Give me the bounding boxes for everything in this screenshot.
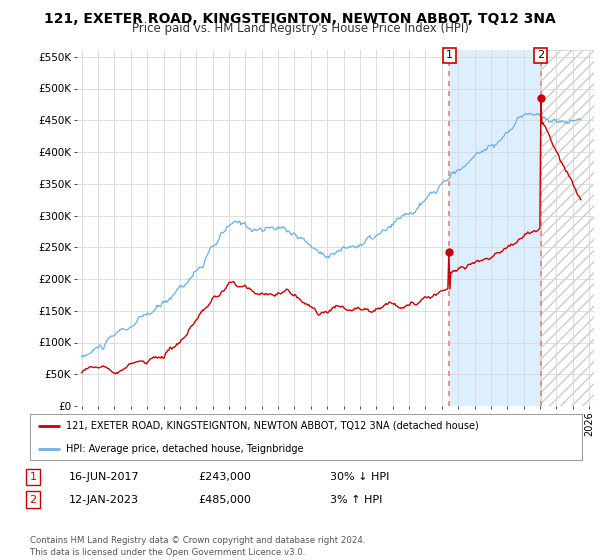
- Text: 3% ↑ HPI: 3% ↑ HPI: [330, 494, 382, 505]
- Text: 121, EXETER ROAD, KINGSTEIGNTON, NEWTON ABBOT, TQ12 3NA (detached house): 121, EXETER ROAD, KINGSTEIGNTON, NEWTON …: [66, 421, 479, 431]
- Text: 121, EXETER ROAD, KINGSTEIGNTON, NEWTON ABBOT, TQ12 3NA: 121, EXETER ROAD, KINGSTEIGNTON, NEWTON …: [44, 12, 556, 26]
- Text: 1: 1: [446, 50, 453, 60]
- Text: Price paid vs. HM Land Registry's House Price Index (HPI): Price paid vs. HM Land Registry's House …: [131, 22, 469, 35]
- Text: 12-JAN-2023: 12-JAN-2023: [69, 494, 139, 505]
- Bar: [541, 50, 594, 406]
- Bar: [449, 50, 541, 406]
- Text: Contains HM Land Registry data © Crown copyright and database right 2024.
This d: Contains HM Land Registry data © Crown c…: [30, 536, 365, 557]
- Text: 30% ↓ HPI: 30% ↓ HPI: [330, 472, 389, 482]
- Text: 1: 1: [29, 472, 37, 482]
- Text: 2: 2: [537, 50, 544, 60]
- Text: 16-JUN-2017: 16-JUN-2017: [69, 472, 140, 482]
- Text: £243,000: £243,000: [198, 472, 251, 482]
- Text: 2: 2: [29, 494, 37, 505]
- Text: HPI: Average price, detached house, Teignbridge: HPI: Average price, detached house, Teig…: [66, 444, 304, 454]
- Text: £485,000: £485,000: [198, 494, 251, 505]
